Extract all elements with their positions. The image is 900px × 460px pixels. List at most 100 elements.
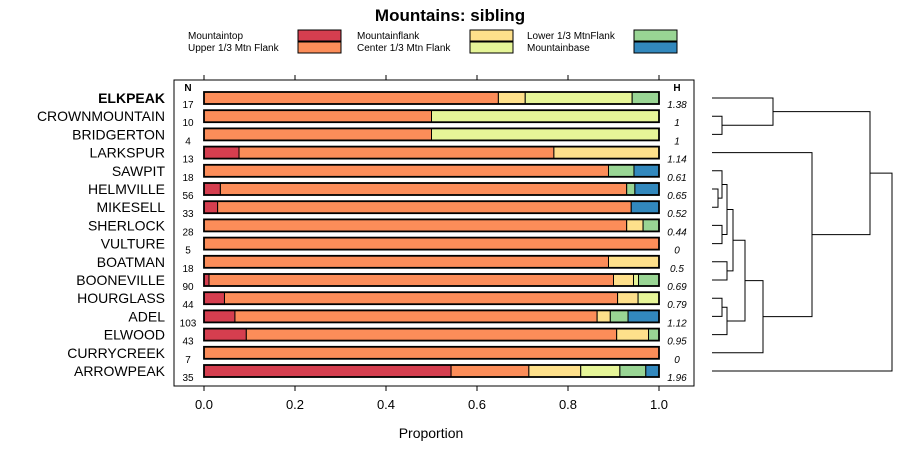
bar-outline	[203, 364, 660, 378]
bar-segment	[631, 91, 660, 105]
bar-segment	[638, 273, 660, 287]
x-tick-label: 0.6	[468, 397, 486, 412]
h-value: 1.38	[667, 100, 687, 111]
bar-outline	[203, 273, 660, 287]
n-value: 13	[182, 155, 194, 166]
bar-outline	[203, 109, 660, 124]
chart-title: Mountains: sibling	[375, 6, 525, 25]
bar-outline	[203, 236, 660, 251]
dendrogram-link	[712, 297, 723, 317]
bar-segment	[203, 237, 660, 251]
bar-row	[203, 327, 660, 342]
bar-segment	[234, 309, 598, 323]
dendrogram-link	[712, 224, 723, 245]
dendrogram-link	[722, 183, 728, 235]
n-value: 43	[182, 337, 194, 348]
bar-segment	[203, 200, 219, 214]
bar-segment	[609, 309, 629, 323]
bar-segment	[642, 218, 660, 232]
dendrogram-link	[773, 111, 871, 236]
bar-outline	[203, 218, 660, 233]
bar-row	[203, 345, 660, 360]
bar-segment	[219, 182, 628, 196]
n-value: 33	[182, 209, 194, 220]
legend-swatch	[633, 29, 678, 42]
bar-outline	[203, 291, 660, 306]
bar-segment	[203, 182, 221, 196]
bar-segment	[431, 127, 660, 141]
h-value: 0.5	[670, 264, 684, 275]
bar-row	[203, 273, 660, 287]
h-value: 0.79	[667, 300, 687, 311]
h-value: 0.69	[667, 282, 687, 293]
h-value: 0.61	[667, 173, 686, 184]
bar-segment	[203, 146, 240, 160]
bar-segment	[633, 164, 660, 178]
legend-label: Mountaintop	[188, 31, 243, 42]
bar-segment	[203, 364, 452, 378]
h-value: 0.52	[667, 209, 687, 220]
legend-swatch	[469, 29, 514, 42]
bar-outline	[203, 254, 660, 269]
n-value: 44	[182, 300, 194, 311]
bar-row	[203, 109, 660, 124]
legend-swatch	[633, 41, 678, 54]
row-label: BOATMAN	[97, 254, 165, 270]
bar-segment	[528, 364, 582, 378]
n-value: 18	[182, 173, 194, 184]
bar-segment	[203, 291, 225, 305]
bar-segment	[497, 91, 526, 105]
bar-outline	[203, 91, 660, 105]
h-value: 1.14	[667, 155, 687, 166]
bar-outline	[203, 345, 660, 360]
row-label: MIKESELL	[97, 199, 166, 215]
legend-swatch	[469, 41, 514, 54]
bar-outline	[203, 163, 660, 178]
bar-segment	[450, 364, 530, 378]
bar-segment	[607, 164, 635, 178]
h-header: H	[673, 83, 680, 94]
legend-label: Mountainflank	[357, 31, 420, 42]
row-label: HELMVILLE	[88, 181, 165, 197]
bar-segment	[203, 346, 660, 360]
row-label: BOONEVILLE	[76, 272, 165, 288]
bar-segment	[613, 273, 635, 287]
bar-segment	[203, 109, 432, 123]
row-label: ARROWPEAK	[74, 363, 166, 379]
dendrogram-link	[712, 97, 774, 126]
row-label: ADEL	[128, 308, 165, 324]
dendrogram-link	[727, 208, 734, 272]
bar-segment	[553, 146, 660, 160]
x-tick-label: 0.2	[286, 397, 304, 412]
h-value: 0.95	[667, 337, 687, 348]
row-label: CURRYCREEK	[67, 345, 165, 361]
x-axis-title: Proportion	[399, 425, 464, 441]
n-value: 10	[182, 118, 194, 129]
row-label: SHERLOCK	[88, 217, 166, 233]
bar-segment	[245, 328, 618, 342]
bar-segment	[630, 200, 660, 214]
bar-row	[203, 254, 660, 269]
row-label: ELWOOD	[104, 327, 165, 343]
legend-label: Lower 1/3 MtnFlank	[527, 31, 616, 42]
bar-row	[203, 145, 660, 160]
bar-row	[203, 236, 660, 251]
legend-swatch	[297, 29, 342, 42]
dendrogram-link	[727, 239, 746, 322]
legend-label: Mountainbase	[527, 43, 590, 54]
bar-segment	[203, 91, 499, 105]
bar-segment	[617, 291, 639, 305]
bar-row	[203, 127, 660, 142]
bar-segment	[633, 273, 640, 287]
bar-row	[203, 182, 660, 196]
bar-segment	[626, 182, 636, 196]
h-value: 1	[674, 136, 680, 147]
row-label: HOURGLASS	[77, 290, 165, 306]
n-value: 103	[180, 318, 197, 329]
bar-segment	[217, 200, 632, 214]
legend-label: Upper 1/3 Mtn Flank	[188, 43, 280, 54]
bar-row	[203, 309, 660, 324]
